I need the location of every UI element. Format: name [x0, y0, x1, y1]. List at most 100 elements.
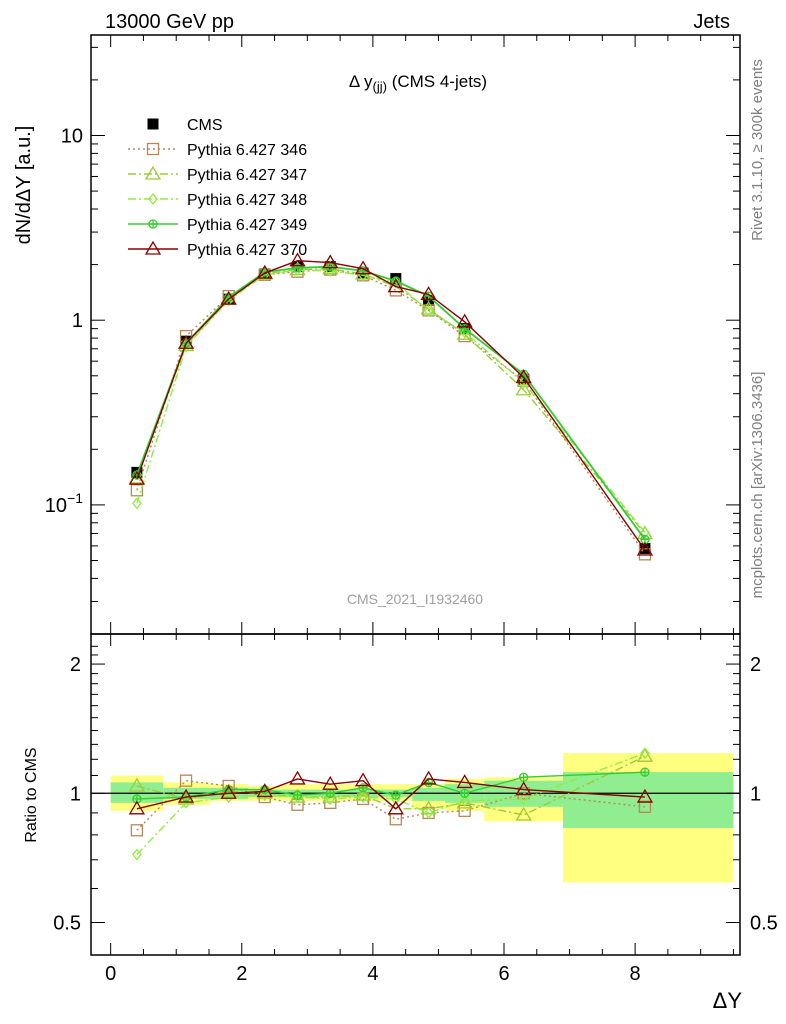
ratio-point-p349: [640, 767, 650, 777]
legend-label-CMS: CMS: [187, 117, 223, 134]
ratio-line-p349: [136, 771, 645, 800]
series-CMS: [131, 261, 651, 555]
ratio-point-p348: [459, 794, 470, 807]
data-point-p370: [289, 252, 306, 267]
series-line-p347: [136, 268, 646, 534]
ratio-point-p347: [420, 800, 437, 815]
ratio-point-p370: [420, 770, 437, 785]
ratio-point-p370: [636, 788, 654, 803]
ratio-point-p370: [456, 774, 473, 789]
legend-item-p347: Pythia 6.427 347: [128, 165, 307, 184]
legend-item-p348: Pythia 6.427 348: [128, 192, 307, 209]
ratio-point-p370: [220, 784, 237, 799]
x-tick-label: 8: [630, 963, 641, 985]
ratio-series-p370: [128, 770, 654, 815]
series-p347: [128, 260, 654, 540]
ratio-point-p349: [460, 788, 470, 798]
x-tick-label: 2: [236, 963, 247, 985]
ratio-point-p348: [423, 806, 434, 819]
legend-marker-p346: [146, 142, 160, 156]
ratio-point-p348: [325, 792, 336, 805]
ratio-point-p348: [518, 792, 529, 805]
ratio-plot-frame: [90, 633, 741, 956]
data-point-CMS: [518, 373, 530, 385]
data-point-p347: [420, 300, 437, 315]
x-tick-label: 0: [105, 963, 116, 985]
legend-marker-p347: [144, 165, 162, 180]
data-point-p348: [223, 294, 234, 307]
ratio-point-p348: [391, 792, 401, 805]
ratio-point-p346: [179, 774, 193, 787]
ratio-stat-band: [110, 782, 164, 803]
legend-item-p370: Pythia 6.427 370: [128, 240, 307, 259]
header-energy: 13000 GeV pp: [105, 11, 234, 33]
ratio-point-p346: [356, 792, 370, 806]
ratio-line-p347: [136, 755, 646, 816]
legend-label-p349: Pythia 6.427 349: [187, 217, 307, 234]
ratio-y-tick-label-left: 2: [70, 654, 81, 676]
series-p349: [132, 261, 650, 545]
data-point-p348: [181, 340, 191, 353]
legend-marker-p349: [148, 219, 158, 229]
ratio-point-p348: [259, 789, 270, 802]
data-point-p370: [387, 278, 404, 293]
ratio-point-p370: [128, 800, 146, 815]
ratio-y-tick-label-left: 0.5: [53, 912, 81, 934]
x-axis-label: ΔY: [713, 988, 743, 1013]
ratio-point-p370: [177, 788, 195, 803]
y-tick-label: 10: [61, 125, 83, 147]
ratio-point-p349: [391, 790, 401, 800]
ratio-y-tick-label-right: 2: [750, 654, 761, 676]
series-p370: [128, 252, 654, 556]
ratio-stat-band: [563, 772, 734, 829]
data-point-p347: [515, 381, 532, 396]
ratio-point-p370: [256, 783, 273, 798]
series-p348: [132, 263, 650, 539]
data-point-p370: [177, 334, 195, 349]
ratio-point-p347: [515, 806, 532, 821]
axes-group: 0 2 4 6 8 10−1 1 10 0.5 0.5 1 1 2 2: [45, 34, 778, 985]
ratio-point-p348: [223, 791, 234, 804]
ratio-y-axis-label: Ratio to CMS: [23, 747, 40, 842]
ratio-point-p348: [132, 848, 142, 861]
data-point-p370: [220, 290, 237, 305]
data-point-p370: [354, 260, 372, 275]
ratio-line-p370: [136, 778, 645, 810]
data-point-p370: [322, 254, 339, 269]
ratio-point-p370: [515, 781, 532, 796]
ratio-point-p348: [358, 791, 368, 804]
ratio-point-p348: [181, 796, 191, 809]
legend-label-p370: Pythia 6.427 370: [187, 242, 307, 259]
data-point-p370: [456, 313, 473, 328]
x-tick-label: 6: [498, 963, 509, 985]
data-point-p348: [423, 305, 434, 318]
data-point-p370: [636, 541, 654, 556]
analysis-watermark: CMS_2021_I1932460: [347, 591, 483, 607]
legend-label-p347: Pythia 6.427 347: [187, 167, 307, 184]
series-line-p346: [136, 268, 646, 555]
series-line-p349: [136, 265, 646, 540]
series-line-p370: [136, 259, 646, 551]
legend-item-CMS: CMS: [147, 117, 223, 134]
data-point-p346: [130, 484, 144, 497]
ratio-y-tick-label-right: 0.5: [750, 912, 778, 934]
ratio-point-p347: [354, 786, 372, 801]
legend-item-p346: Pythia 6.427 346: [128, 142, 307, 159]
y-tick-label: 10−1: [45, 490, 83, 517]
legend-label-p348: Pythia 6.427 348: [187, 192, 307, 209]
ratio-point-p349: [325, 788, 335, 798]
ratio-point-p347: [128, 777, 146, 792]
legend-marker-CMS: [147, 118, 159, 130]
data-point-p370: [256, 264, 273, 279]
ratio-point-p370: [289, 770, 306, 785]
main-series-group: [128, 252, 654, 561]
legend: CMS Pythia 6.427 346 Pythia 6.427 347 Pythi…: [128, 117, 307, 259]
data-point-p370: [420, 286, 437, 301]
legend-marker-p348: [148, 192, 158, 206]
ratio-point-p346: [291, 798, 304, 811]
data-point-p370: [128, 470, 146, 485]
rivet-version-label: Rivet 3.1.10, ≥ 300k events: [749, 59, 766, 241]
ratio-point-p370: [322, 775, 339, 790]
ratio-y-tick-label-left: 1: [70, 783, 81, 805]
